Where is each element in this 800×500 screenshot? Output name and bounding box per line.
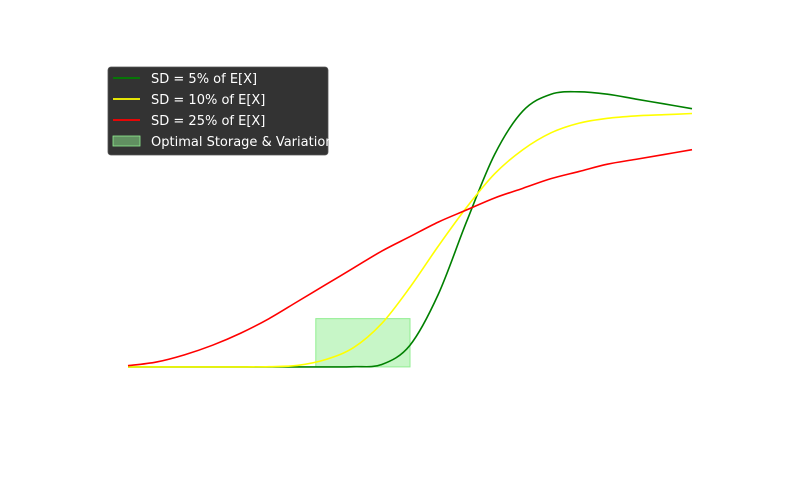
legend-box [107, 66, 329, 156]
plot-area [127, 90, 693, 368]
series-line-sd-25 [127, 148, 693, 367]
series-line-sd-10 [127, 112, 693, 368]
legend-entry-optimal-region-label: Optimal Storage & Variation [151, 135, 334, 150]
legend: SD = 5% of E[X] SD = 10% of E[X] SD = 25% … [107, 66, 334, 156]
legend-entry-sd-5-label: SD = 5% of E[X] [151, 72, 257, 87]
legend-entry-sd-10-label: SD = 10% of E[X] [151, 93, 265, 108]
optimal-region [315, 318, 411, 368]
legend-entry-sd-25-label: SD = 25% of E[X] [151, 114, 265, 129]
legend-entry-optimal-region-marker [112, 135, 141, 147]
